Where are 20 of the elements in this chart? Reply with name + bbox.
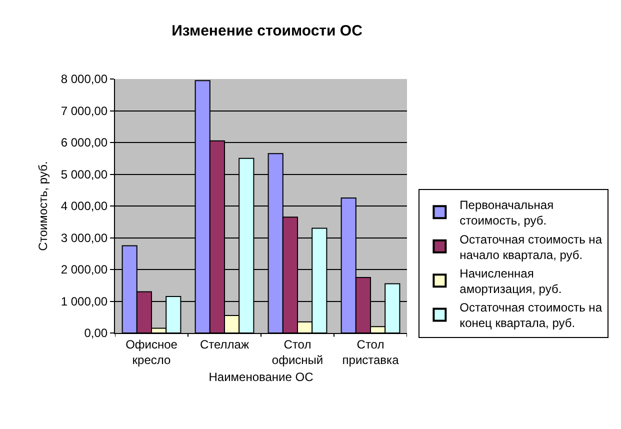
legend-label: Первоначальная стоимость, руб. (460, 198, 554, 228)
y-tick-label: 8 000,00 (60, 72, 108, 86)
x-tick-label: Стол приставка (342, 337, 400, 367)
legend-label: Остаточная стоимость на конец квартала, руб. (460, 300, 602, 330)
x-tick-label: Стол офисный (272, 337, 324, 367)
x-tick-label: Офисное кресло (126, 337, 178, 367)
legend-label: Начисленная амортизация, руб. (460, 266, 562, 296)
legend-label: Остаточная стоимость на начало квартала, руб. (460, 232, 602, 262)
y-tick-label: 5 000,00 (60, 167, 108, 182)
y-axis-title: Стоимость, руб. (36, 161, 50, 251)
y-tick-label: 7 000,00 (60, 104, 108, 118)
y-tick-label: 2 000,00 (60, 262, 108, 277)
y-tick-label: 4 000,00 (60, 199, 108, 214)
chart-title: Изменение стоимости ОС (172, 22, 363, 40)
y-tick-label: 3 000,00 (60, 230, 108, 245)
x-tick-label: Стеллаж (200, 337, 250, 352)
y-tick-label: 0,00 (84, 326, 108, 340)
y-tick-label: 1 000,00 (60, 294, 108, 308)
y-tick-label: 6 000,00 (60, 136, 108, 150)
x-axis-title: Наименование ОС (208, 370, 314, 384)
